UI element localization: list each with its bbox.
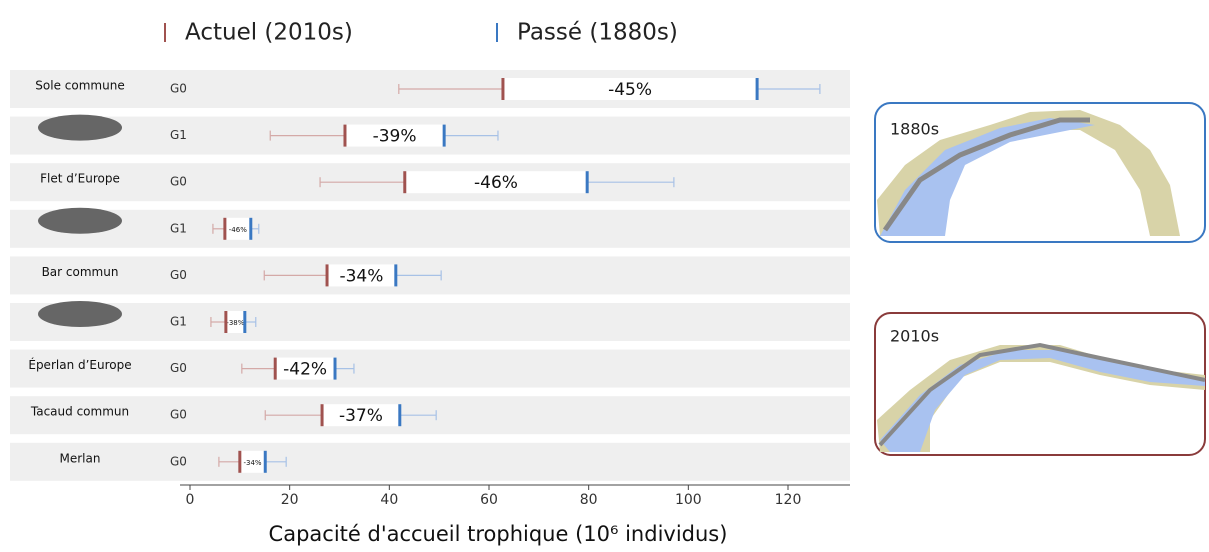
inset-1880s: 1880s (874, 102, 1206, 243)
change-box (344, 124, 445, 147)
change-box (327, 264, 396, 287)
row-band (10, 303, 850, 341)
change-box (322, 404, 400, 427)
inset-2010s: 2010s (874, 312, 1206, 456)
fish-icon (38, 114, 122, 141)
change-label: -46% (229, 226, 247, 234)
change-box (275, 357, 336, 380)
group-label: G0 (170, 268, 187, 282)
group-label: G1 (170, 128, 187, 142)
row-band (10, 209, 850, 248)
change-label: -37% (339, 406, 383, 426)
group-label: G1 (170, 315, 187, 329)
group-label: G0 (170, 82, 187, 96)
fish-icon (38, 207, 122, 234)
group-label: G0 (170, 408, 187, 422)
group-label: G1 (170, 221, 187, 235)
species-label: Flet d’Europe (40, 172, 120, 186)
legend-label: Actuel (2010s) (185, 20, 353, 46)
group-label: G0 (170, 454, 187, 468)
row-band (10, 442, 850, 481)
species-label: Éperlan d’Europe (28, 357, 131, 372)
x-tick-label: 100 (675, 492, 702, 508)
change-label: -34% (243, 459, 261, 467)
change-label: -39% (373, 127, 417, 147)
fish-icon (38, 301, 122, 327)
species-label: Merlan (60, 451, 101, 465)
inset-label: 2010s (890, 327, 939, 346)
inset-label: 1880s (890, 120, 939, 139)
x-tick-label: 120 (775, 492, 802, 508)
change-box (224, 217, 251, 240)
change-box (225, 311, 245, 333)
change-box (404, 171, 588, 194)
change-label: -34% (339, 266, 383, 286)
group-label: G0 (170, 361, 187, 375)
change-label: -42% (283, 360, 327, 380)
x-tick-label: 20 (281, 492, 299, 508)
x-tick-label: 60 (480, 492, 498, 508)
x-tick-label: 80 (580, 492, 598, 508)
species-label: Tacaud commun (30, 405, 129, 419)
change-label: -38% (226, 319, 244, 327)
row-band (10, 349, 850, 388)
species-label: Bar commun (42, 265, 119, 279)
change-label: -46% (474, 173, 518, 193)
x-tick-label: 40 (380, 492, 398, 508)
x-tick-label: 0 (186, 492, 195, 508)
change-box (239, 450, 266, 473)
legend-label: Passé (1880s) (517, 20, 678, 46)
change-label: -45% (608, 80, 652, 100)
species-label: Sole commune (35, 79, 124, 93)
x-axis-title: Capacité d'accueil trophique (10⁶ indivi… (269, 522, 728, 546)
change-box (502, 78, 758, 100)
group-label: G0 (170, 175, 187, 189)
